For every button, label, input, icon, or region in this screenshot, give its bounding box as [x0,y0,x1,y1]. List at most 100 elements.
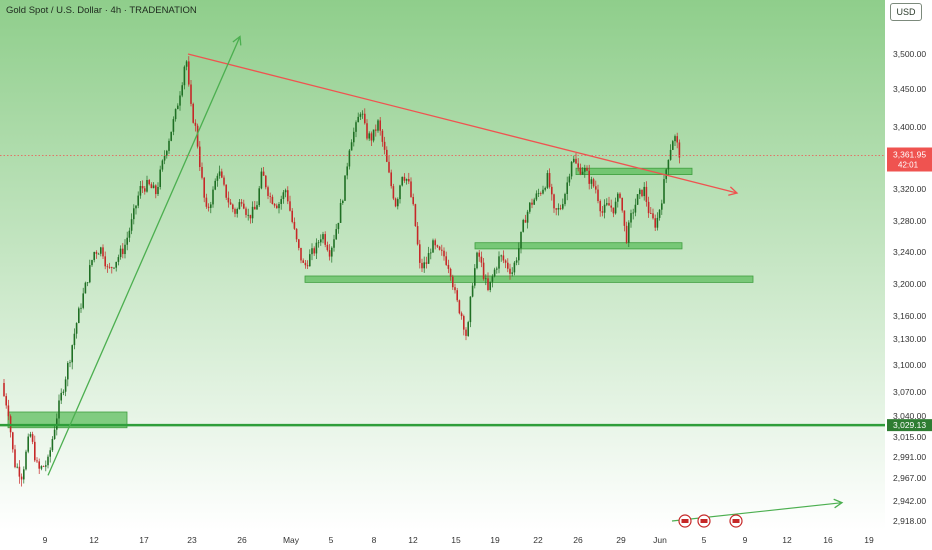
candle-281 [621,197,623,211]
candle-102 [227,197,230,203]
candle-294 [650,213,652,214]
zone-1[interactable] [7,411,128,429]
candle-128 [284,190,287,193]
candle-293 [647,201,650,214]
candle-289 [639,189,641,195]
x-tick-label: 17 [139,535,149,545]
uptrend-arrow[interactable] [47,36,241,476]
candle-97 [216,175,219,181]
candle-255 [564,194,566,205]
candle-141 [313,248,315,254]
candle-219 [485,278,487,280]
candle-204 [452,276,454,288]
candle-67 [150,184,153,189]
candle-184 [408,179,410,182]
candle-164 [364,113,366,124]
candle-131 [291,210,293,222]
candle-92 [205,197,208,207]
candle-63 [141,185,144,189]
candle-132 [293,221,296,229]
zone-4[interactable] [575,167,693,175]
candle-236 [522,219,524,232]
candle-85 [190,84,192,104]
event-flag-icon[interactable] [729,514,743,528]
candle-144 [320,239,322,243]
candle-154 [342,200,344,204]
candle-140 [311,248,313,255]
candle-207 [458,300,461,314]
candle-98 [218,171,221,176]
candle-25 [58,400,60,419]
candle-191 [423,262,425,269]
event-flag-icon[interactable] [697,514,711,528]
candle-237 [524,219,527,223]
candle-272 [601,211,604,213]
candle-302 [667,159,670,170]
candle-262 [579,167,582,175]
candle-4 [12,432,14,450]
candle-284 [628,222,630,243]
candle-5 [14,449,16,468]
candle-258 [570,161,573,177]
plot-background [0,0,885,530]
x-tick-label: 9 [743,535,748,545]
candle-158 [350,142,353,151]
x-tick-label: 12 [89,535,99,545]
candle-216 [478,252,480,257]
candle-257 [568,176,571,183]
candle-188 [416,226,419,245]
x-tick-label: 26 [237,535,247,545]
candle-177 [392,186,395,199]
candle-173 [383,141,386,150]
x-tick-label: Jun [653,535,667,545]
candle-61 [137,195,139,206]
price-axis[interactable] [885,0,932,550]
candle-268 [592,179,595,187]
candle-138 [306,265,309,267]
candle-151 [335,229,337,240]
drawings-layer [0,35,885,528]
event-flag-icon[interactable] [678,514,692,528]
candle-304 [672,141,674,150]
y-tick-label: 3,320.00 [893,184,926,194]
candle-182 [403,176,406,181]
candle-133 [295,228,298,240]
candle-7 [18,466,21,477]
y-tick-label: 3,130.00 [893,334,926,344]
candle-33 [75,323,78,334]
candle-64 [144,188,146,192]
candle-251 [555,208,557,210]
candle-13 [31,434,34,442]
candle-21 [49,450,51,457]
candle-47 [106,266,109,268]
candle-238 [526,211,529,223]
candle-232 [513,262,516,273]
candle-44 [100,247,102,254]
candle-269 [595,186,597,190]
candle-275 [608,203,610,206]
currency-badge[interactable]: USD [890,3,922,21]
x-tick-label: 12 [782,535,792,545]
zone-3[interactable] [474,242,683,250]
candle-288 [636,194,639,205]
zone-2[interactable] [304,275,754,283]
candle-78 [174,109,177,120]
candle-161 [357,116,359,123]
candle-234 [518,248,520,261]
candle-6 [16,466,18,468]
candle-220 [487,278,489,291]
candle-86 [192,103,194,123]
candle-213 [471,285,474,297]
resistance-trendline[interactable] [187,53,738,194]
candle-180 [399,185,401,200]
candle-69 [155,185,157,195]
candle-52 [117,257,120,262]
candle-2 [7,405,10,417]
candle-280 [619,193,621,198]
time-axis[interactable] [0,530,885,550]
candle-292 [645,186,648,202]
y-tick-label: 2,942.00 [893,496,926,506]
candle-163 [361,113,364,115]
candle-297 [656,217,659,228]
